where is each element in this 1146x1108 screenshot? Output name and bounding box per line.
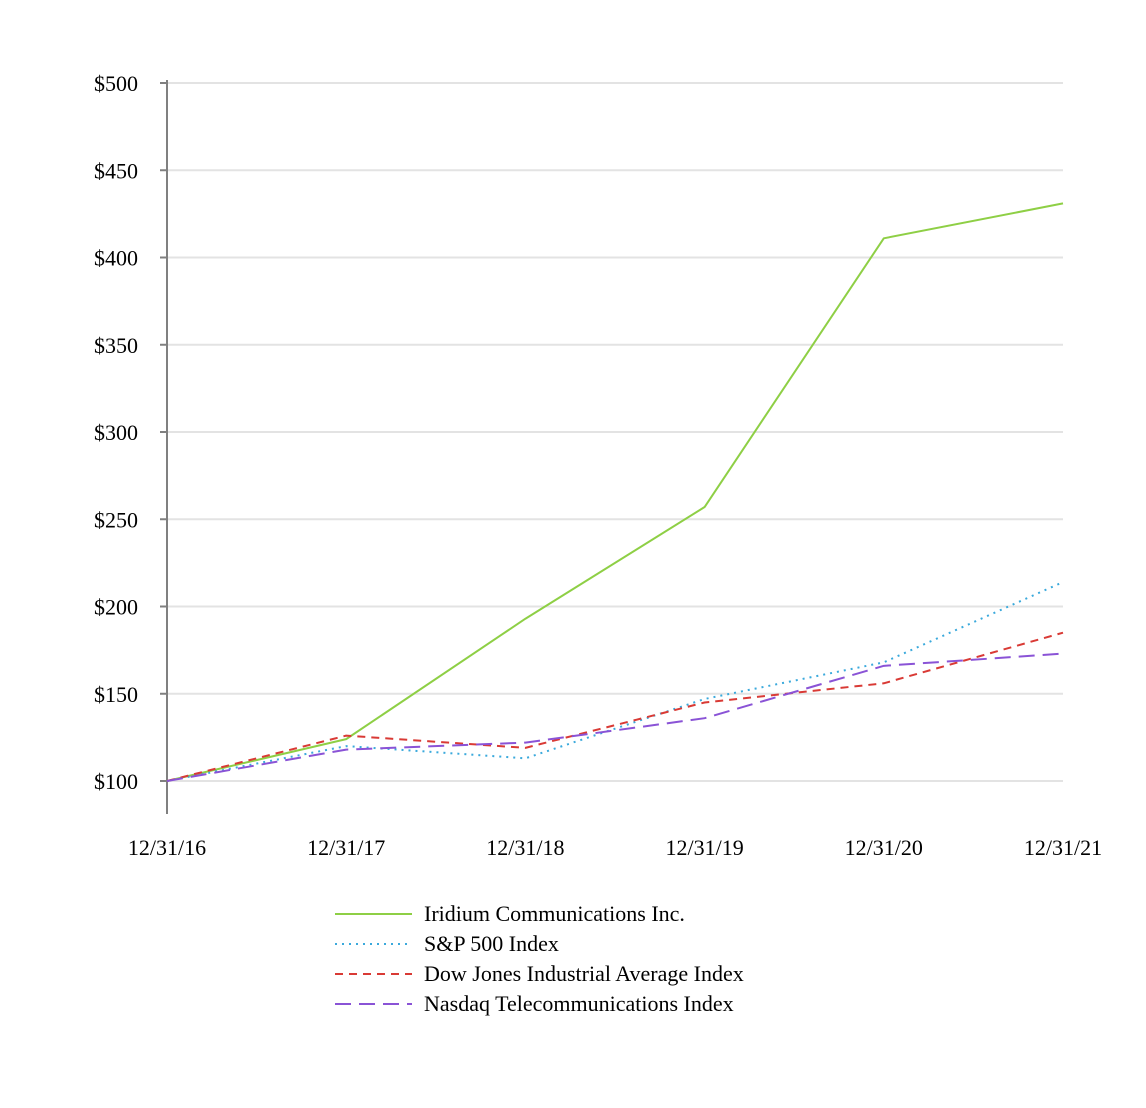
- x-tick-label-12-31-21: 12/31/21: [1024, 835, 1102, 860]
- legend-label-iridium-communications-inc: Iridium Communications Inc.: [424, 901, 685, 926]
- y-tick-label-400: $400: [94, 246, 138, 271]
- y-axis-ticks: $100 $150 $200 $250 $300 $350 $400 $450 $500: [94, 71, 167, 794]
- legend-label-s-p-500-index: S&P 500 Index: [424, 931, 559, 956]
- legend-label-nasdaq-telecommunications-index: Nasdaq Telecommunications Index: [424, 991, 734, 1016]
- x-axis-ticks: 12/31/16 12/31/17 12/31/18 12/31/19 12/31/20…: [128, 835, 1102, 860]
- series-line-iridium-communications-inc: [166, 202, 1064, 782]
- x-tick-label-12-31-16: 12/31/16: [128, 835, 206, 860]
- series-line-s-p-500-index: [166, 581, 1064, 782]
- y-tick-label-100: $100: [94, 769, 138, 794]
- series-line-nasdaq-telecommunications-index: [166, 652, 1064, 782]
- y-tick-label-350: $350: [94, 333, 138, 358]
- x-tick-label-12-31-20: 12/31/20: [845, 835, 923, 860]
- y-tick-label-150: $150: [94, 682, 138, 707]
- legend: Iridium Communications Inc. S&P 500 Index…: [335, 901, 744, 1016]
- series-lines: [166, 202, 1064, 782]
- legend-label-dow-jones-industrial-average-index: Dow Jones Industrial Average Index: [424, 961, 744, 986]
- y-tick-label-200: $200: [94, 595, 138, 620]
- y-tick-label-500: $500: [94, 71, 138, 96]
- gridlines: [167, 82, 1063, 782]
- y-tick-label-450: $450: [94, 158, 138, 183]
- x-tick-label-12-31-17: 12/31/17: [307, 835, 385, 860]
- x-tick-label-12-31-18: 12/31/18: [486, 835, 564, 860]
- y-tick-label-250: $250: [94, 507, 138, 532]
- x-tick-label-12-31-19: 12/31/19: [665, 835, 743, 860]
- series-line-dow-jones-industrial-average-index: [166, 631, 1064, 782]
- y-tick-label-300: $300: [94, 420, 138, 445]
